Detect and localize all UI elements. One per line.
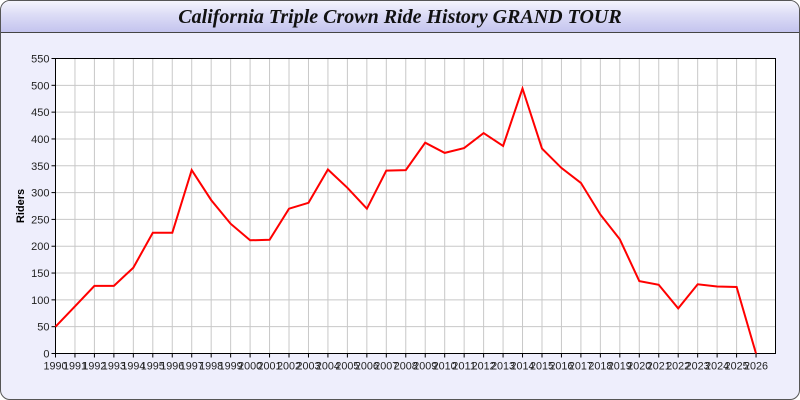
y-tick-label: 500 — [31, 80, 49, 92]
x-tick-label: 1999 — [219, 361, 243, 373]
y-tick-label: 550 — [31, 54, 49, 66]
y-axis-label: Riders — [15, 189, 27, 223]
y-tick-label: 50 — [37, 322, 49, 334]
x-tick-label: 1991 — [63, 361, 87, 373]
x-tick-label: 2017 — [569, 361, 593, 373]
x-tick-label: 2010 — [433, 361, 457, 373]
plot-border — [55, 58, 776, 354]
x-tick-label: 2016 — [549, 361, 573, 373]
x-tick-label: 2021 — [647, 361, 671, 373]
x-tick-label: 2014 — [511, 361, 535, 373]
x-tick-label: 2001 — [258, 361, 282, 373]
x-tick-label: 2000 — [238, 361, 262, 373]
x-tick-label: 1992 — [82, 361, 106, 373]
x-tick-label: 2013 — [491, 361, 515, 373]
series-line — [54, 85, 757, 354]
y-tick-label: 100 — [31, 295, 49, 307]
x-tick-label: 1997 — [180, 361, 204, 373]
title-bar: California Triple Crown Ride History GRA… — [1, 1, 799, 33]
x-tick-label: 1990 — [44, 361, 68, 373]
x-tick-label: 2018 — [588, 361, 612, 373]
y-tick-label: 0 — [43, 349, 49, 361]
x-tick-label: 2008 — [394, 361, 418, 373]
x-tick-label: 1994 — [121, 361, 145, 373]
x-tick-label: 2003 — [296, 361, 320, 373]
y-tick-label: 300 — [31, 188, 49, 200]
x-tick-label: 1995 — [141, 361, 165, 373]
x-tick-label: 2015 — [530, 361, 554, 373]
y-tick-label: 200 — [31, 241, 49, 253]
x-tick-label: 2004 — [316, 361, 340, 373]
x-tick-label: 2006 — [355, 361, 379, 373]
x-tick-label: 2005 — [335, 361, 359, 373]
x-tick-label: 2025 — [725, 361, 749, 373]
y-tick-label: 250 — [31, 214, 49, 226]
x-tick-label: 2012 — [472, 361, 496, 373]
y-tick-label: 450 — [31, 107, 49, 119]
x-tick-label: 1996 — [160, 361, 184, 373]
y-tick-label: 150 — [31, 268, 49, 280]
x-tick-label: 2024 — [705, 361, 729, 373]
x-tick-label: 2019 — [608, 361, 632, 373]
plot-area — [55, 58, 776, 354]
x-tick-label: 2023 — [686, 361, 710, 373]
x-tick-label: 1993 — [102, 361, 126, 373]
x-tick-label: 2026 — [744, 361, 768, 373]
x-tick-label: 2022 — [666, 361, 690, 373]
x-tick-label: 2009 — [413, 361, 437, 373]
y-tick-label: 350 — [31, 161, 49, 173]
x-tick-label: 2002 — [277, 361, 301, 373]
x-tick-label: 1998 — [199, 361, 223, 373]
chart-title: California Triple Crown Ride History GRA… — [178, 6, 622, 28]
y-tick-label: 400 — [31, 134, 49, 146]
x-tick-label: 2011 — [452, 361, 476, 373]
x-tick-label: 2007 — [374, 361, 398, 373]
x-tick-label: 2020 — [627, 361, 651, 373]
